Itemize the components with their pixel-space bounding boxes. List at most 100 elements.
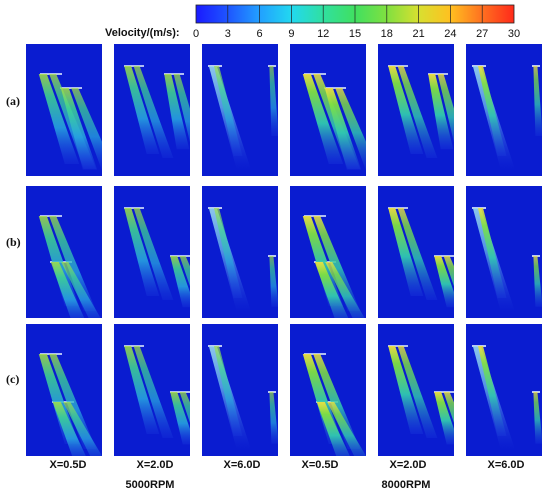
jet-plume: [63, 402, 102, 456]
jet-plume: [133, 346, 174, 438]
jet-plume: [443, 392, 454, 423]
jet-plume: [170, 392, 190, 445]
jet-plume: [269, 66, 278, 136]
contour-panel: [378, 44, 454, 176]
contour-panel: [26, 44, 102, 176]
contour-panel: [290, 44, 366, 176]
contour-panel: [26, 324, 102, 456]
jet-plume: [327, 402, 366, 456]
group-label: 5000RPM: [126, 479, 175, 491]
contour-panel: [202, 44, 278, 176]
jet-plume: [49, 354, 97, 449]
column-label: X=6.0D: [488, 459, 525, 471]
contour-panel: [378, 324, 454, 456]
jet-plume: [397, 66, 438, 158]
colorbar-tick-label: 30: [508, 28, 520, 40]
contour-panel: [114, 186, 190, 318]
panel-grid: [26, 44, 542, 456]
jet-plume: [313, 216, 361, 311]
group-labels: 5000RPM 8000RPM: [126, 479, 431, 491]
jet-plume: [478, 346, 507, 436]
row-labels: (a) (b) (c): [6, 94, 21, 386]
column-labels: X=0.5D X=2.0D X=6.0D X=0.5D X=2.0D X=6.0D: [50, 459, 525, 471]
contour-panel: [378, 186, 454, 318]
jet-plume: [124, 346, 160, 434]
jet-plume: [316, 402, 350, 456]
jet-plume: [179, 256, 190, 287]
jet-plume: [38, 74, 80, 164]
jet-plume: [214, 66, 243, 156]
jet-plume: [179, 392, 190, 423]
jet-plume: [335, 88, 366, 170]
jet-plume: [170, 256, 190, 308]
contour-panel: [202, 186, 278, 318]
jet-plume: [173, 74, 190, 143]
jet-plume: [325, 262, 365, 318]
contour-panel: [290, 324, 366, 456]
colorbar-ticks: 0 3 6 9 12 15 18 21 24 27 30: [193, 5, 520, 40]
jet-plume: [164, 74, 190, 150]
jet-plume: [437, 74, 454, 143]
jet-plume: [133, 208, 174, 300]
contour-panel: [466, 324, 542, 456]
colorbar-tick-label: 3: [225, 28, 231, 40]
colorbar-tick-label: 27: [476, 28, 488, 40]
jet-plume: [533, 256, 542, 307]
jet-plume: [388, 66, 424, 154]
jet-plume: [124, 208, 160, 296]
jet-plume: [397, 208, 438, 300]
jet-plume: [302, 74, 344, 164]
jet-plume: [124, 66, 160, 154]
jet-plume: [478, 208, 507, 298]
jet-plume: [71, 88, 102, 170]
jet-plume: [61, 262, 101, 318]
jet-plume: [302, 216, 344, 306]
colorbar-tick-label: 0: [193, 28, 199, 40]
colorbar-tick-label: 6: [257, 28, 263, 40]
jet-plume: [434, 256, 454, 308]
jet-plume: [533, 392, 542, 444]
jet-plume: [269, 392, 278, 444]
contour-panel: [466, 186, 542, 318]
jet-plume: [133, 66, 174, 158]
colorbar-label: Velocity/(m/s):: [105, 27, 180, 39]
jet-plume: [533, 66, 542, 136]
jet-plume: [397, 346, 438, 438]
contour-panel: [114, 324, 190, 456]
colorbar-tick-label: 18: [381, 28, 393, 40]
jet-plume: [52, 402, 86, 456]
jet-plume: [214, 346, 243, 436]
column-label: X=2.0D: [137, 459, 174, 471]
colorbar-tick-label: 12: [317, 28, 329, 40]
group-label: 8000RPM: [382, 479, 431, 491]
jet-plume: [434, 392, 454, 445]
colorbar-tick-label: 9: [288, 28, 294, 40]
jet-plume: [214, 208, 243, 298]
row-label: (c): [6, 372, 19, 386]
jet-plume: [269, 256, 278, 307]
contour-panel: [26, 186, 102, 318]
jet-plume: [50, 262, 85, 318]
jet-plume: [388, 346, 424, 434]
jet-plume: [49, 216, 97, 311]
column-label: X=0.5D: [50, 459, 87, 471]
row-label: (a): [6, 94, 20, 108]
contour-panel: [202, 324, 278, 456]
contour-panel: [290, 186, 366, 318]
row-label: (b): [6, 235, 21, 249]
jet-plume: [314, 262, 349, 318]
contour-panel: [466, 44, 542, 176]
contour-panel: [114, 44, 190, 176]
column-label: X=6.0D: [224, 459, 261, 471]
jet-plume: [313, 354, 361, 449]
jet-plume: [428, 74, 454, 150]
colorbar-tick-label: 15: [349, 28, 361, 40]
colorbar-tick-label: 24: [444, 28, 456, 40]
column-label: X=0.5D: [302, 459, 339, 471]
jet-plume: [60, 88, 98, 170]
jet-plume: [38, 216, 80, 306]
jet-plume: [388, 208, 424, 296]
column-label: X=2.0D: [390, 459, 427, 471]
jet-plume: [443, 256, 454, 287]
